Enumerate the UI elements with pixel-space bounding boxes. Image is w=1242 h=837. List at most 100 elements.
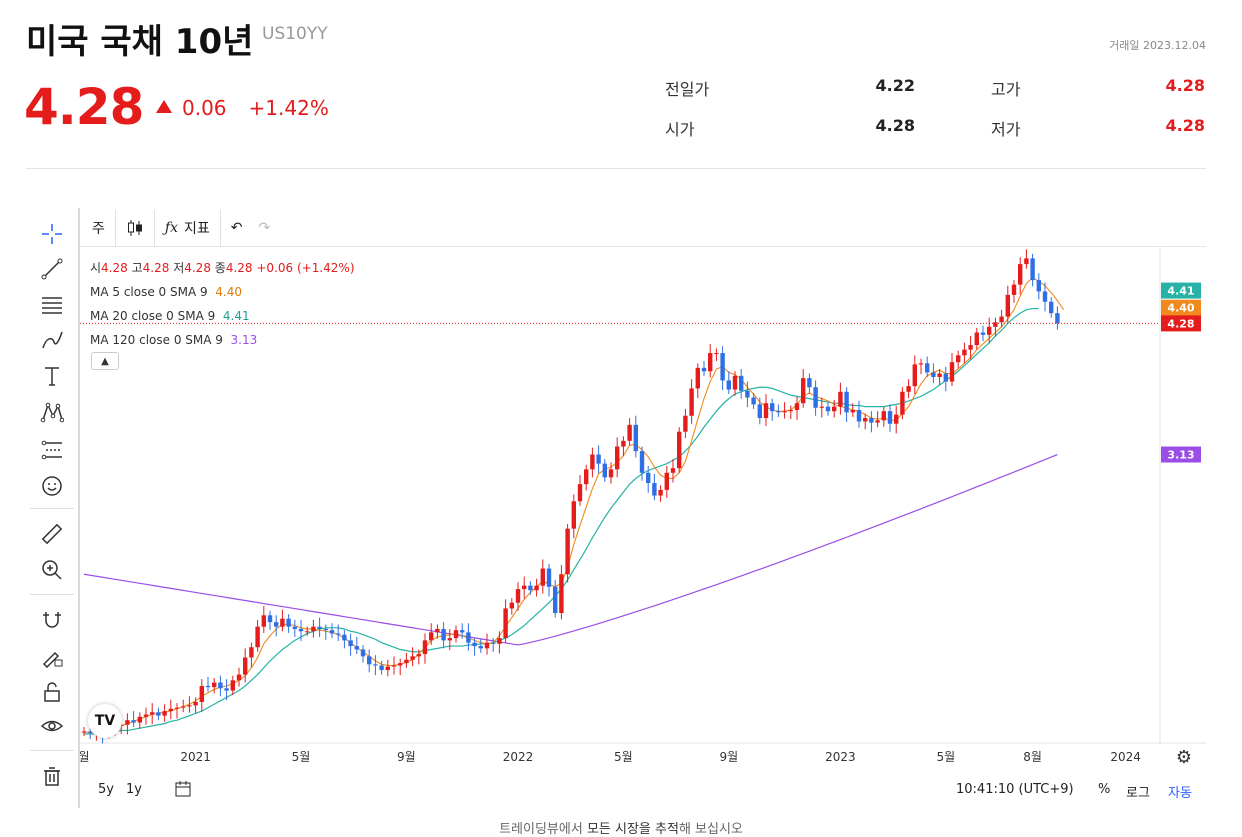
x-tick-label: 9월 [397, 750, 416, 764]
candle-body [732, 375, 738, 390]
price-axis-label: 3.13 [1161, 446, 1201, 463]
trendline-icon[interactable] [38, 255, 66, 283]
candle-body [218, 682, 223, 689]
text-icon[interactable] [38, 362, 66, 390]
price-axis-label: 4.28 [1161, 315, 1201, 332]
candle-body [739, 375, 744, 391]
candle-body [540, 568, 545, 586]
brush-icon[interactable] [38, 326, 66, 354]
unlock-icon[interactable] [38, 678, 66, 706]
candle-body [478, 646, 483, 649]
ma20-legend[interactable]: MA 20 close 0 SMA 9 4.41 [90, 304, 355, 328]
trash-icon[interactable] [38, 762, 66, 790]
settings-gear-icon[interactable]: ⚙ [1176, 747, 1192, 768]
candle-body [150, 712, 155, 715]
candle-body [751, 397, 756, 405]
tool-separator [30, 750, 74, 751]
candle-body [385, 666, 390, 671]
candle-body [509, 602, 514, 609]
high-legend-value: 4.28 [142, 261, 170, 275]
ma5-legend[interactable]: MA 5 close 0 SMA 9 4.40 [90, 280, 355, 304]
undo-icon[interactable]: ↶ [230, 220, 243, 236]
candle-body [162, 711, 167, 716]
collapse-legend-button[interactable]: ▲ [91, 352, 119, 370]
candle-body [466, 632, 471, 643]
percent-toggle[interactable]: % [1098, 782, 1111, 797]
low-label: 저가 [991, 120, 1021, 139]
candle-body [267, 615, 273, 623]
candle-body [441, 628, 446, 641]
candle-body [553, 586, 558, 614]
change-abs: 0.06 [182, 96, 227, 120]
candle-body [590, 454, 595, 470]
auto-scale-toggle[interactable]: 자동 [1168, 786, 1192, 801]
candle-body [515, 589, 521, 603]
ruler-icon[interactable] [38, 520, 66, 548]
chart-area[interactable]: 4.41 4.40 4.28 3.13 월 2021 5월 9월 2022 5월 9월 2023 5월 8… [78, 246, 1206, 768]
change-pct: +1.42% [248, 96, 329, 120]
forecast-icon[interactable] [38, 436, 66, 464]
candle-body [912, 364, 917, 387]
candle-body [137, 716, 142, 723]
candle-body [770, 403, 775, 412]
candle-body [881, 411, 886, 421]
clock-time[interactable]: 10:41:10 (UTC+9) [956, 782, 1074, 797]
range-5y-button[interactable]: 5y [98, 782, 114, 797]
candle-body [236, 674, 242, 681]
bottom-toolbar: 5y 1y 10:41:10 (UTC+9) % 로그 자동 [82, 772, 1206, 808]
candle-body [956, 355, 961, 363]
tool-separator [30, 594, 74, 595]
prev-close-value: 4.22 [875, 76, 915, 95]
candle-body [503, 608, 508, 639]
candle-body [125, 720, 130, 725]
crosshair-icon[interactable] [38, 220, 66, 248]
horizontal-lines-icon[interactable] [38, 290, 66, 318]
candle-body [788, 410, 793, 412]
candle-body [348, 640, 353, 647]
footer-promo: 트레이딩뷰에서 모든 시장을 추적해 보십시오 [0, 818, 1242, 837]
ma20-line [84, 307, 1039, 735]
interval-button[interactable]: 주 [82, 210, 116, 246]
indicators-button[interactable]: ƒx 지표 [155, 210, 221, 246]
candlestick-chart[interactable]: 4.41 4.40 4.28 3.13 월 2021 5월 9월 2022 5월 9월 2023 5월 8… [78, 247, 1206, 775]
range-1y-button[interactable]: 1y [126, 782, 142, 797]
candle-body [615, 446, 620, 470]
redo-icon[interactable]: ↷ [258, 220, 271, 236]
tradingview-logo-icon[interactable]: TV [88, 704, 122, 738]
emoji-icon[interactable] [38, 472, 66, 500]
ma20-legend-label: MA 20 close 0 SMA 9 [90, 309, 216, 323]
pattern-icon[interactable] [38, 398, 66, 426]
price-axis-label-bg [1161, 446, 1201, 463]
price-axis-label-bg [1161, 299, 1201, 316]
chart-type-button[interactable] [116, 210, 155, 246]
log-toggle[interactable]: 로그 [1126, 786, 1150, 801]
candle-body [1018, 264, 1023, 285]
ma120-legend[interactable]: MA 120 close 0 SMA 9 3.13 [90, 328, 355, 352]
footer-link[interactable]: 모든 시장을 추적 [586, 822, 679, 837]
page-title: 미국 국채 10년 [26, 22, 254, 62]
candle-body [701, 367, 707, 372]
open-legend-label: 시 [90, 261, 102, 275]
open-label: 시가 [665, 120, 695, 139]
zoom-in-icon[interactable] [38, 556, 66, 584]
calendar-icon[interactable] [174, 780, 192, 802]
candle-body [844, 391, 849, 413]
tool-separator [30, 508, 74, 509]
candle-body [1011, 284, 1017, 295]
eye-icon[interactable] [38, 712, 66, 740]
candle-body [261, 615, 266, 627]
candle-body [633, 424, 638, 452]
chart-legend: 시4.28 고4.28 저4.28 종4.28 +0.06 (+1.42%) M… [90, 256, 355, 352]
x-tick-label: 9월 [719, 750, 738, 764]
current-price: 4.28 [24, 78, 144, 136]
magnet-icon[interactable] [38, 606, 66, 634]
candle-body [342, 634, 347, 641]
candle-body [298, 628, 304, 632]
candle-body [999, 316, 1004, 323]
candle-body [689, 388, 694, 416]
ma120-legend-label: MA 120 close 0 SMA 9 [90, 333, 223, 347]
candle-body [925, 363, 930, 373]
candle-body [305, 631, 310, 633]
candle-body [962, 349, 967, 356]
lock-drawing-icon[interactable] [38, 642, 66, 670]
